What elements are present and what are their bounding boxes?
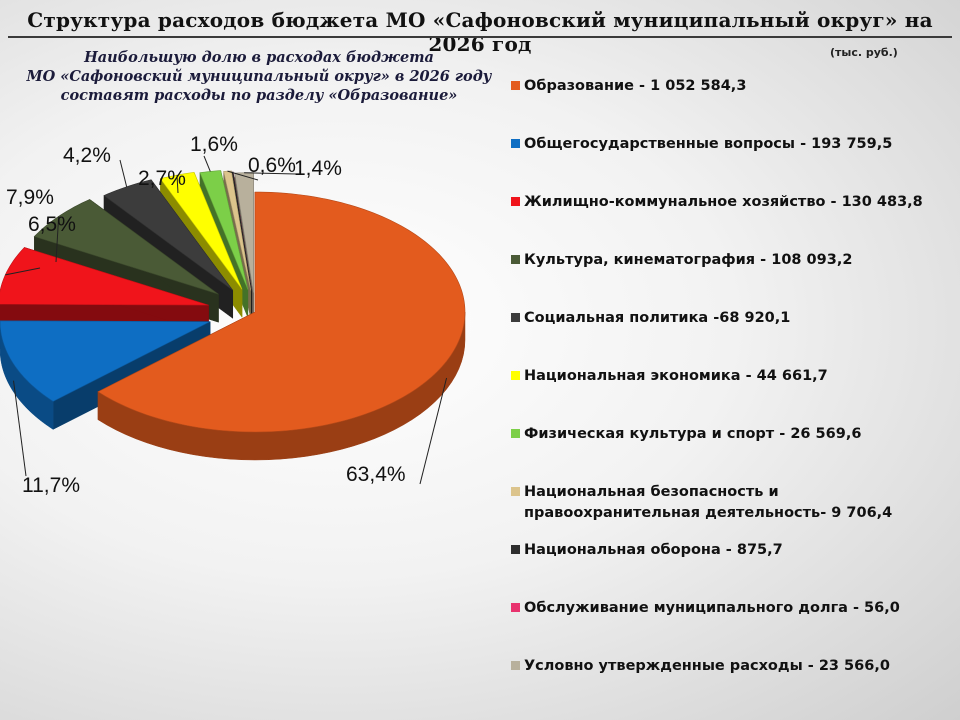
leader-line-education bbox=[419, 377, 448, 485]
legend-label: Социальная политика -68 920,1 bbox=[524, 310, 791, 326]
legend-label: Национальная безопасность и правоохранит… bbox=[524, 482, 954, 524]
leader-line-culture bbox=[55, 216, 60, 263]
legend-label: Физическая культура и спорт - 26 569,6 bbox=[524, 426, 862, 442]
subtitle-line: Наибольшую долю в расходах бюджета bbox=[84, 49, 434, 66]
leader-line-sport bbox=[203, 155, 211, 172]
pie-slice-top bbox=[231, 171, 253, 292]
legend-label: Национальная оборона - 875,7 bbox=[524, 542, 783, 558]
legend-swatch bbox=[511, 487, 520, 496]
pct-label-education: 63,4% bbox=[346, 463, 406, 486]
leader-line-security bbox=[227, 170, 259, 181]
leader-line-social bbox=[119, 159, 128, 187]
leader-line-general-affairs bbox=[13, 380, 27, 477]
pct-label-general-affairs: 11,7% bbox=[22, 474, 80, 497]
pie-slice-top bbox=[0, 247, 209, 306]
leader-line-housing bbox=[5, 267, 41, 276]
units-label: (тыс. руб.) bbox=[830, 46, 898, 59]
legend-swatch bbox=[511, 313, 520, 322]
pie-slice-top bbox=[0, 320, 211, 402]
legend-label: Общегосударственные вопросы - 193 759,5 bbox=[524, 136, 893, 152]
legend-swatch bbox=[511, 197, 520, 206]
pct-label-security: 0,6% bbox=[248, 154, 296, 177]
legend-swatch bbox=[511, 603, 520, 612]
pct-label-reserved: 1,4% bbox=[294, 157, 342, 180]
pie-slice-top bbox=[97, 191, 466, 433]
legend-swatch bbox=[511, 545, 520, 554]
legend-swatch bbox=[511, 661, 520, 670]
pie-slice-education bbox=[97, 191, 466, 461]
legend-label-line: правоохранительная деятельность- 9 706,4 bbox=[524, 505, 893, 521]
pct-label-social: 4,2% bbox=[63, 144, 111, 167]
legend-swatch bbox=[511, 255, 520, 264]
legend-swatch bbox=[511, 139, 520, 148]
pct-label-sport: 1,6% bbox=[190, 133, 238, 156]
legend-swatch bbox=[511, 429, 520, 438]
pie-slice-top bbox=[103, 179, 234, 291]
leader-line-reserved bbox=[244, 172, 297, 175]
legend-label: Культура, кинематография - 108 093,2 bbox=[524, 252, 853, 268]
pct-label-economy: 2,7% bbox=[138, 167, 186, 190]
legend-label: Обслуживание муниципального долга - 56,0 bbox=[524, 600, 900, 616]
legend-label: Национальная экономика - 44 661,7 bbox=[524, 368, 828, 384]
pct-label-housing: 7,9% bbox=[6, 186, 54, 209]
leader-line-economy bbox=[176, 175, 179, 194]
subtitle-line: МО «Сафоновский муниципальный округ» в 2… bbox=[26, 68, 492, 85]
subtitle-line: составят расходы по разделу «Образование… bbox=[60, 87, 458, 104]
pct-label-culture: 6,5% bbox=[28, 213, 76, 236]
legend-label: Образование - 1 052 584,3 bbox=[524, 78, 747, 94]
legend-label: Жилищно-коммунальное хозяйство - 130 483… bbox=[524, 194, 923, 210]
legend-swatch bbox=[511, 81, 520, 90]
legend-label: Условно утвержденные расходы - 23 566,0 bbox=[524, 658, 890, 674]
title-divider bbox=[8, 36, 952, 38]
chart-subtitle: Наибольшую долю в расходах бюджета МО «С… bbox=[14, 48, 504, 105]
legend-label-line: Национальная безопасность и bbox=[524, 484, 779, 500]
legend-swatch bbox=[511, 371, 520, 380]
pie-slice-top bbox=[223, 170, 252, 291]
